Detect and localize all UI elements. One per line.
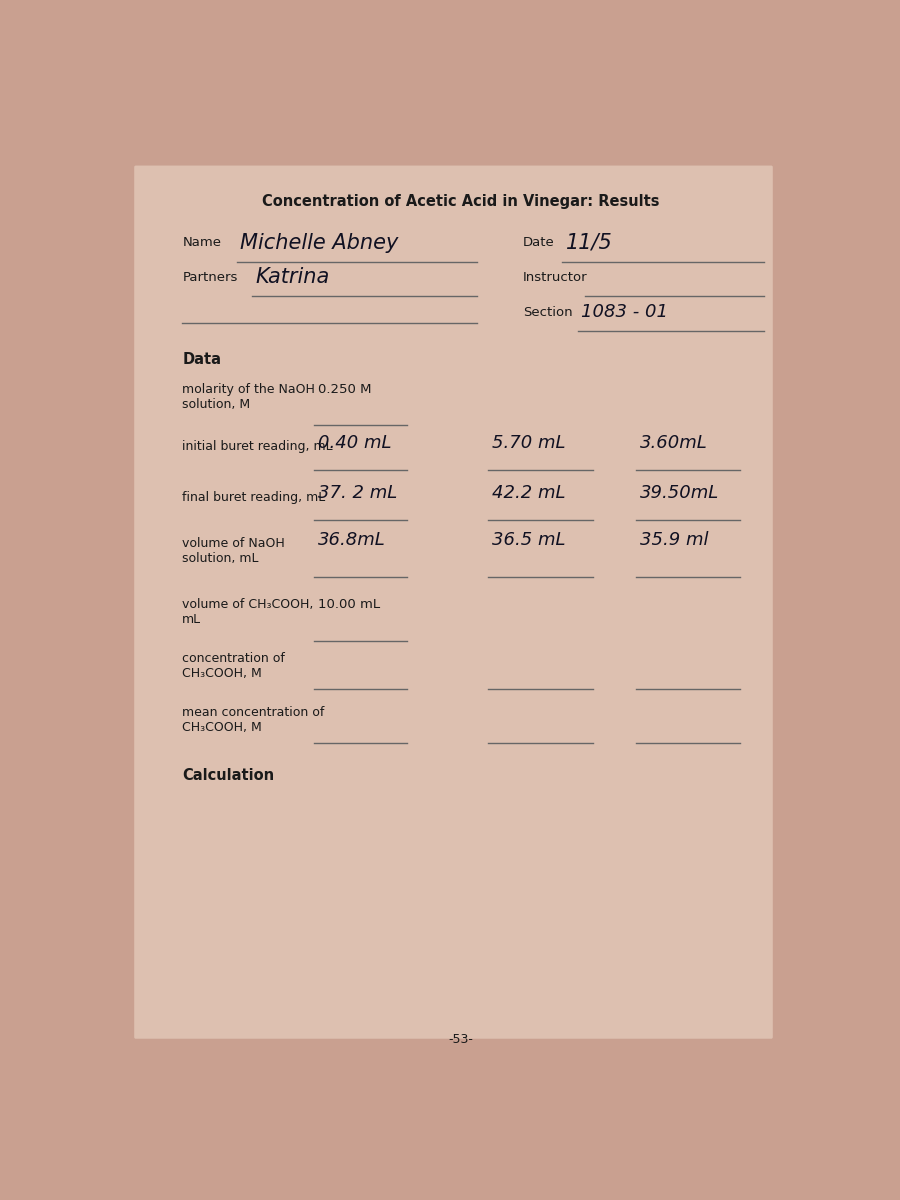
Text: 36.5 mL: 36.5 mL [492,530,566,548]
Text: final buret reading, mL: final buret reading, mL [182,491,326,504]
Text: -53-: -53- [449,1033,473,1046]
Text: 0.250 M: 0.250 M [318,383,372,396]
Text: Calculation: Calculation [182,768,274,782]
Text: mean concentration of
CH₃COOH, M: mean concentration of CH₃COOH, M [182,706,325,734]
Text: Name: Name [182,236,221,250]
Text: concentration of
CH₃COOH, M: concentration of CH₃COOH, M [182,653,285,680]
Text: Partners: Partners [182,271,238,284]
Text: 1083 - 01: 1083 - 01 [581,302,669,320]
Text: volume of CH₃COOH,
mL: volume of CH₃COOH, mL [182,599,313,626]
Text: Michelle Abney: Michelle Abney [240,233,399,252]
Text: 42.2 mL: 42.2 mL [492,485,566,503]
Text: 35.9 ml: 35.9 ml [640,530,708,548]
Text: 10.00 mL: 10.00 mL [318,599,380,611]
Text: Concentration of Acetic Acid in Vinegar: Results: Concentration of Acetic Acid in Vinegar:… [263,194,660,209]
Text: Katrina: Katrina [256,268,330,287]
Text: Data: Data [182,352,221,367]
Text: volume of NaOH
solution, mL: volume of NaOH solution, mL [182,536,285,565]
Text: Section: Section [523,306,573,319]
Text: 5.70 mL: 5.70 mL [492,434,566,452]
Text: 36.8mL: 36.8mL [318,530,385,548]
Text: 39.50mL: 39.50mL [640,485,719,503]
FancyBboxPatch shape [134,166,773,1039]
Text: 37. 2 mL: 37. 2 mL [318,485,397,503]
Text: 0.40 mL: 0.40 mL [318,434,392,452]
Text: 11/5: 11/5 [566,233,613,252]
Text: Date: Date [523,236,555,250]
Text: molarity of the NaOH
solution, M: molarity of the NaOH solution, M [182,383,315,410]
Text: Instructor: Instructor [523,271,588,284]
Text: 3.60mL: 3.60mL [640,434,707,452]
Text: initial buret reading, mL: initial buret reading, mL [182,440,333,454]
